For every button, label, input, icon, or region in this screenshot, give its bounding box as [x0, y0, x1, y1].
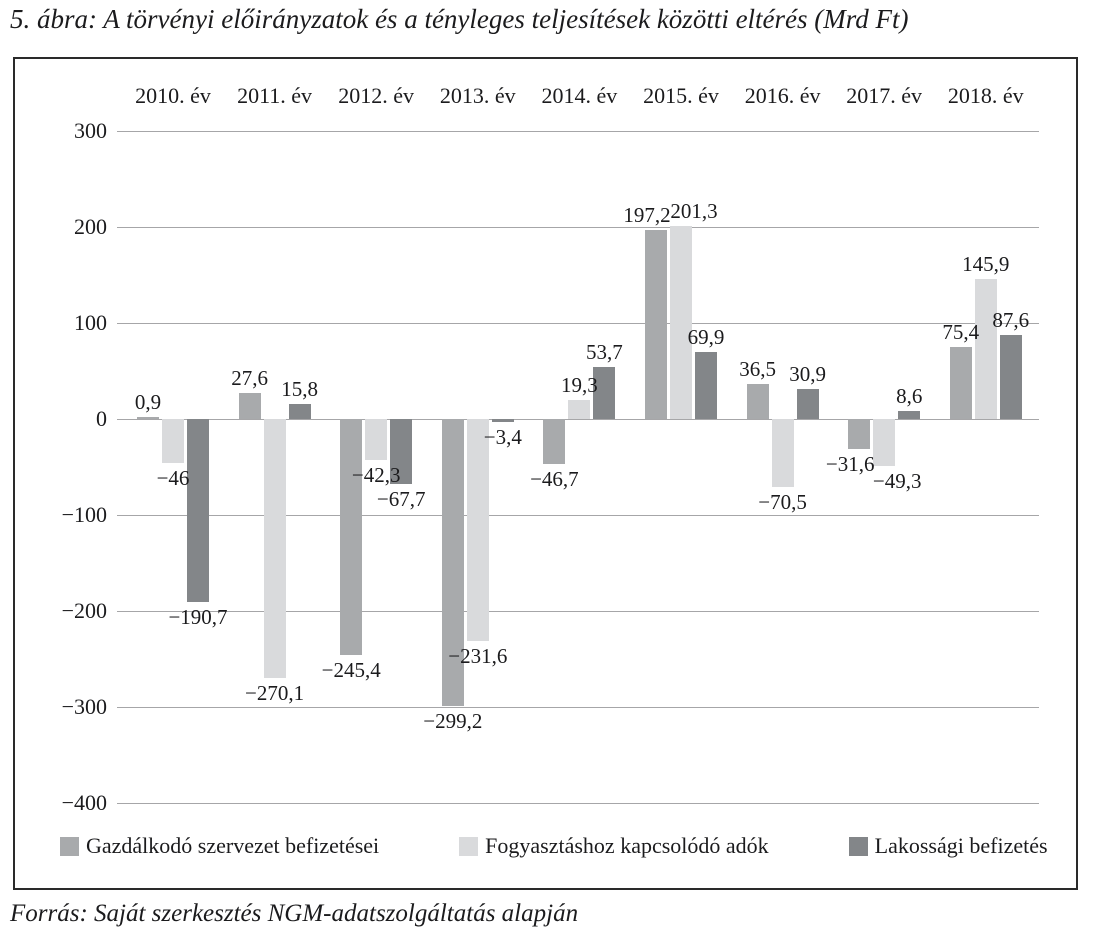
y-tick-label: −400 [61, 790, 107, 815]
bar-value-label: 19,3 [561, 373, 598, 398]
legend-label: Gazdálkodó szervezet befizetései [86, 833, 380, 858]
legend-swatch [459, 836, 479, 856]
bar-value-label: −231,6 [448, 644, 508, 669]
bar [568, 400, 591, 419]
bar-value-label: −42,3 [351, 462, 401, 487]
legend-label: Lakossági befizetés [874, 833, 1048, 858]
y-tick-label: −300 [61, 694, 107, 719]
y-tick-label: 200 [74, 214, 107, 239]
bar-value-label: 69,9 [687, 324, 725, 349]
y-tick-label: −200 [61, 598, 107, 623]
chart-frame: 300 200 100 0 −100 −200 −300 −400 2010. év 2011. … [13, 57, 1078, 890]
bar [441, 419, 464, 707]
bar-value-label: −190,7 [168, 605, 228, 630]
bar [263, 419, 286, 679]
bar [949, 346, 972, 419]
year-label: 2011. év [237, 83, 313, 108]
y-tick-label: 300 [74, 118, 107, 143]
gridline [117, 803, 1039, 804]
bar [466, 419, 489, 642]
year-label: 2010. év [135, 83, 211, 108]
bar-value-label: 27,6 [231, 365, 268, 390]
gridline [117, 419, 1039, 420]
bar-value-label: −46,7 [530, 466, 579, 491]
legend-item: Fogyasztáshoz kapcsolódó adók [459, 833, 769, 859]
year-label: 2016. év [744, 83, 821, 108]
legend-swatch [848, 836, 868, 856]
bar [670, 225, 692, 419]
legend-item: Lakossági befizetés [848, 833, 1048, 859]
bar-value-label: 87,6 [992, 307, 1030, 332]
bar-value-label: −67,7 [376, 486, 426, 511]
year-label: 2015. év [643, 83, 719, 108]
bar [771, 419, 794, 487]
bar [543, 419, 566, 464]
bar [340, 419, 363, 655]
y-tick-label: 100 [74, 310, 107, 335]
year-label: 2012. év [338, 83, 415, 108]
gridline [117, 323, 1039, 324]
bar-value-label: −46 [156, 466, 190, 491]
y-tick-label: 0 [96, 406, 107, 431]
figure-title: 5. ábra: A törvényi előirányzatok és a t… [10, 4, 909, 34]
bar-value-label: 30,9 [789, 362, 826, 387]
y-tick-label: −100 [61, 502, 107, 527]
bar [365, 419, 388, 460]
bar [162, 419, 184, 464]
bar-value-label: −49,3 [872, 469, 922, 494]
legend-swatch [60, 836, 79, 856]
bar [238, 392, 261, 419]
legend-label: Fogyasztáshoz kapcsolódó adók [485, 833, 769, 858]
bar [288, 403, 311, 419]
bar [593, 367, 616, 419]
bar-value-label: −299,2 [423, 709, 483, 734]
bar [491, 419, 514, 423]
bar [137, 417, 159, 419]
bar [746, 383, 769, 419]
bar [999, 334, 1022, 419]
bar-value-label: 197,2 [623, 202, 671, 227]
bar-value-label: 15,8 [281, 376, 318, 401]
year-label: 2018. év [947, 83, 1024, 108]
bar [695, 351, 717, 419]
bar-value-label: −3,4 [483, 425, 522, 450]
gridline [117, 227, 1039, 228]
bar-value-label: 53,7 [586, 340, 623, 365]
bar-value-label: −31,6 [825, 452, 875, 477]
gridline [117, 611, 1039, 612]
bar [796, 389, 819, 419]
bar [873, 419, 896, 467]
bar [390, 419, 413, 484]
year-label: 2013. év [439, 83, 516, 108]
bar-value-label: 36,5 [739, 356, 776, 381]
bar [848, 419, 871, 450]
bar-value-label: 145,9 [962, 251, 1010, 276]
bar [187, 419, 209, 603]
bar-value-label: 0,9 [134, 390, 162, 414]
bar [974, 278, 997, 419]
bar [898, 410, 921, 419]
bar-value-label: 75,4 [942, 319, 980, 344]
bar-value-label: 201,3 [670, 198, 718, 223]
bar-value-label: −70,5 [758, 489, 807, 514]
year-label: 2017. év [846, 83, 923, 108]
bar-value-label: 8,6 [896, 383, 923, 408]
bar-value-label: −270,1 [245, 681, 305, 706]
year-label: 2014. év [541, 83, 618, 108]
legend: Gazdálkodó szervezet befizetései Fogyaszt… [60, 833, 1048, 859]
gridline [117, 131, 1039, 132]
legend-item: Gazdálkodó szervezet befizetései [60, 833, 379, 859]
bar-value-label: −245,4 [321, 657, 381, 682]
source-note: Forrás: Saját szerkesztés NGM-adatszolgá… [10, 900, 579, 927]
gridline [117, 707, 1039, 708]
gridline [117, 515, 1039, 516]
bar [645, 229, 667, 419]
